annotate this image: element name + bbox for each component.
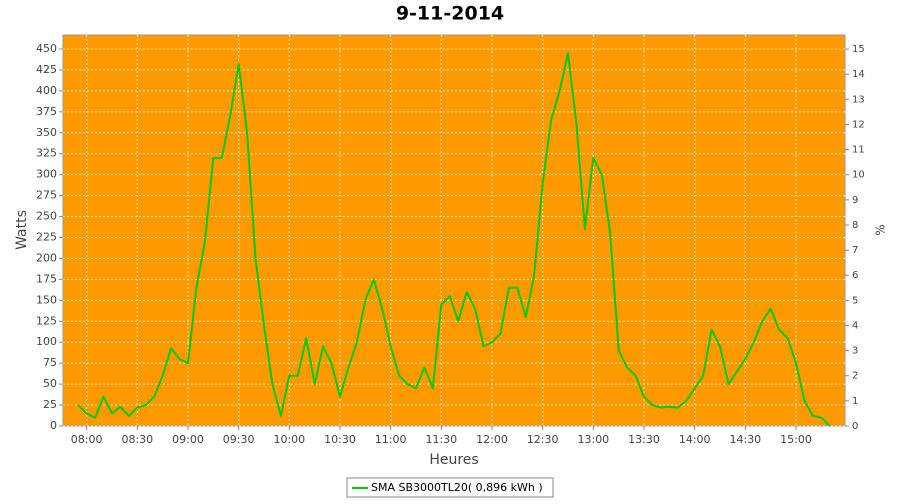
plot-area <box>62 34 846 427</box>
y-tick-label: 0 <box>50 419 57 432</box>
y2-tick-label: 1 <box>852 396 858 407</box>
y-tick-label: 225 <box>36 230 57 243</box>
y-tick-label: 175 <box>36 272 57 285</box>
legend: SMA SB3000TL20( 0,896 kWh ) <box>346 477 554 498</box>
y-tick-label: 100 <box>36 335 57 348</box>
y-tick-label: 200 <box>36 251 57 264</box>
chart-title: 9-11-2014 <box>396 3 504 25</box>
y2-tick-label: 2 <box>852 371 858 382</box>
y-tick-label: 125 <box>36 314 57 327</box>
y2-tick-label: 14 <box>852 69 865 80</box>
y2-tick-label: 5 <box>852 295 858 306</box>
x-tick-label: 13:00 <box>577 433 609 446</box>
y2-tick-label: 12 <box>852 119 865 130</box>
y-tick-label: 25 <box>43 398 57 411</box>
x-tick-label: 08:30 <box>121 433 153 446</box>
x-tick-label: 10:30 <box>324 433 356 446</box>
y2-tick-label: 6 <box>852 270 858 281</box>
x-axis-label: Heures <box>429 452 478 468</box>
y-tick-label: 450 <box>36 42 57 55</box>
y2-tick-label: 4 <box>852 320 858 331</box>
y2-tick-label: 3 <box>852 346 858 357</box>
y2-tick-label: 13 <box>852 94 865 105</box>
y-tick-label: 400 <box>36 84 57 97</box>
y2-tick-label: 8 <box>852 220 858 231</box>
x-tick-label: 08:00 <box>71 433 103 446</box>
y2-tick-label: 10 <box>852 170 865 181</box>
y2-tick-label: 7 <box>852 245 858 256</box>
y-tick-label: 50 <box>43 377 57 390</box>
x-tick-label: 11:00 <box>375 433 407 446</box>
x-tick-label: 14:30 <box>729 433 761 446</box>
y-axis-label: Watts <box>14 210 30 250</box>
y-tick-label: 250 <box>36 210 57 223</box>
x-tick-label: 15:00 <box>780 433 812 446</box>
x-tick-label: 11:30 <box>425 433 457 446</box>
y-tick-label: 275 <box>36 189 57 202</box>
y-tick-label: 300 <box>36 168 57 181</box>
y2-tick-label: 15 <box>852 44 865 55</box>
x-tick-label: 09:30 <box>223 433 255 446</box>
y-tick-label: 375 <box>36 105 57 118</box>
y-tick-label: 150 <box>36 293 57 306</box>
y2-axis-label: % <box>874 224 888 235</box>
y-tick-label: 75 <box>43 356 57 369</box>
y-tick-label: 425 <box>36 63 57 76</box>
x-tick-label: 14:00 <box>679 433 711 446</box>
x-tick-label: 10:00 <box>273 433 305 446</box>
y2-tick-label: 0 <box>852 421 858 432</box>
y2-tick-label: 11 <box>852 145 865 156</box>
y-tick-label: 325 <box>36 147 57 160</box>
legend-box <box>346 477 554 498</box>
y-tick-label: 350 <box>36 126 57 139</box>
series-line <box>77 52 831 427</box>
y2-tick-label: 9 <box>852 195 858 206</box>
x-tick-label: 12:30 <box>527 433 559 446</box>
legend-label: SMA SB3000TL20( 0,896 kWh ) <box>371 481 543 494</box>
x-tick-label: 09:00 <box>172 433 204 446</box>
x-tick-label: 13:30 <box>628 433 660 446</box>
x-tick-label: 12:00 <box>476 433 508 446</box>
